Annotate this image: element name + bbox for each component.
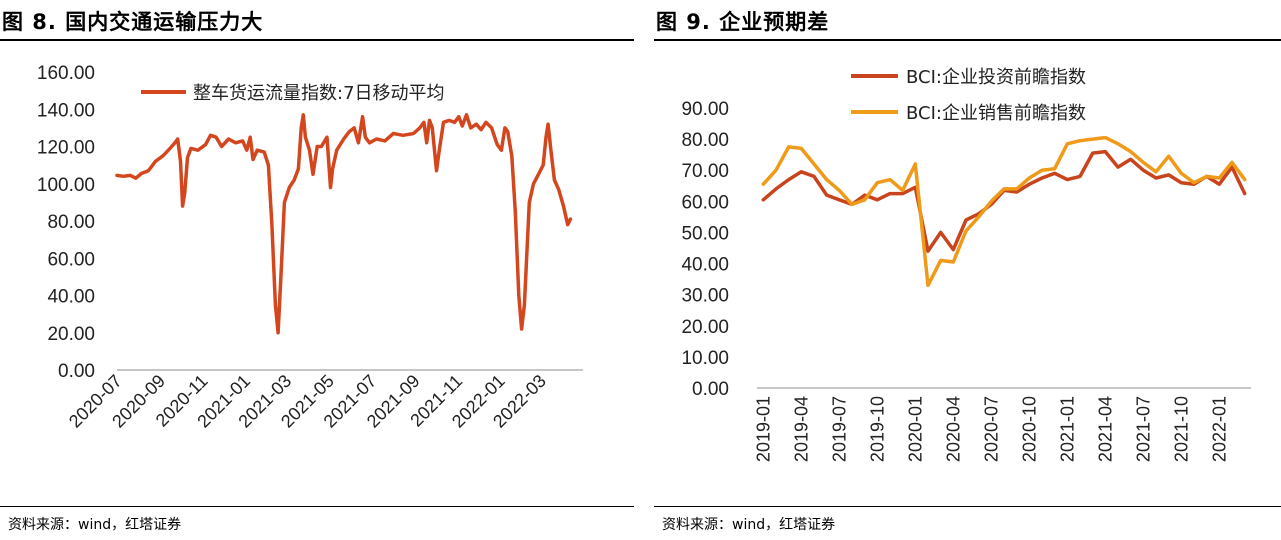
figure-9-title: 图 9. 企业预期差 (656, 10, 830, 34)
x-tick-label: 2021-07 (1133, 396, 1153, 462)
y-tick-label: 20.00 (47, 324, 95, 345)
legend-label: BCI:企业销售前瞻指数 (906, 103, 1086, 124)
x-tick-label: 2022-01 (1209, 396, 1229, 462)
sales-index-line (761, 135, 1247, 288)
y-tick-label: 120.00 (37, 138, 95, 159)
figure-8-top-rule (0, 39, 634, 41)
figure-9-top-rule (654, 39, 1281, 41)
legend-label: BCI:企业投资前瞻指数 (906, 67, 1086, 88)
y-tick-label: 80.00 (681, 130, 729, 151)
x-tick-label: 2020-01 (905, 396, 925, 462)
y-tick-label: 0.00 (58, 361, 95, 382)
figure-8-bottom-rule (0, 506, 634, 507)
y-tick-label: 50.00 (681, 223, 729, 244)
y-tick-label: 70.00 (681, 161, 729, 182)
figure-9-panel: 图 9. 企业预期差 0.00 10.00 20.00 30.00 40.00 50.00… (654, 0, 1281, 540)
y-tick-label: 30.00 (681, 286, 729, 307)
figure-8-title: 图 8. 国内交通运输压力大 (2, 10, 264, 34)
bci-expectation-chart: 0.00 10.00 20.00 30.00 40.00 50.00 60.00 70.00 8… (681, 67, 1251, 462)
y-tick-label: 60.00 (681, 192, 729, 213)
y-tick-label: 10.00 (681, 348, 729, 369)
x-tick-label: 2021-10 (1171, 396, 1191, 462)
y-tick-label: 20.00 (681, 317, 729, 338)
freight-index-line (115, 113, 573, 335)
figure-9-source: 资料来源：wind，红塔证券 (662, 517, 836, 533)
legend-label: 整车货运流量指数:7日移动平均 (193, 83, 445, 104)
x-tick-label: 2020-10 (1019, 396, 1039, 462)
y-tick-label: 0.00 (692, 379, 729, 400)
x-tick-label: 2019-01 (753, 396, 773, 462)
y-tick-label: 160.00 (37, 63, 95, 84)
x-tick-label: 2020-07 (981, 396, 1001, 462)
figure-8-panel: 图 8. 国内交通运输压力大 0.00 20.00 40.00 60.00 80.00 1… (0, 0, 634, 540)
investment-index-line (761, 149, 1247, 253)
y-tick-label: 100.00 (37, 175, 95, 196)
y-tick-label: 80.00 (47, 212, 95, 233)
x-tick-label: 2021-04 (1095, 396, 1115, 462)
x-tick-label: 2021-01 (1057, 396, 1077, 462)
x-tick-label: 2020-04 (943, 396, 963, 462)
x-tick-label: 2019-04 (791, 396, 811, 462)
y-tick-label: 90.00 (681, 99, 729, 120)
y-tick-label: 140.00 (37, 100, 95, 121)
figure-9-bottom-rule (654, 506, 1281, 507)
x-tick-label: 2019-10 (867, 396, 887, 462)
y-tick-label: 40.00 (47, 287, 95, 308)
y-tick-label: 40.00 (681, 255, 729, 276)
y-tick-label: 60.00 (47, 249, 95, 270)
freight-index-chart: 0.00 20.00 40.00 60.00 80.00 100.00 120.00 140.… (37, 63, 583, 432)
figure-8-source: 资料来源：wind，红塔证券 (8, 517, 182, 533)
x-tick-label: 2019-07 (829, 396, 849, 462)
